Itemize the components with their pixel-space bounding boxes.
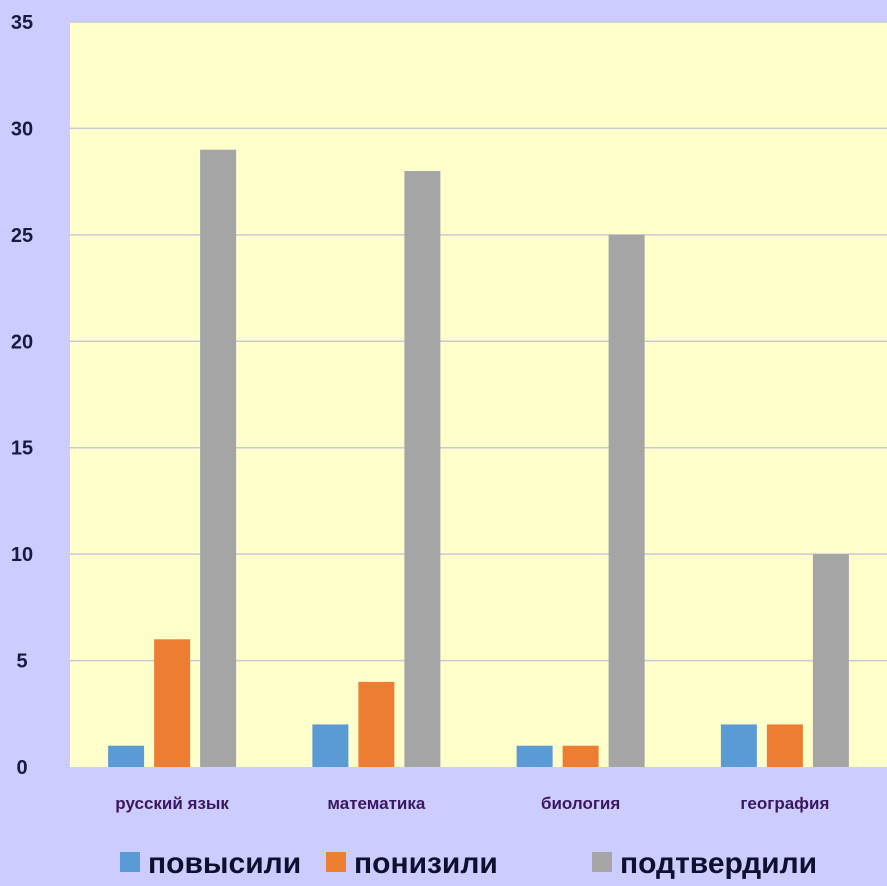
bar-повысили-русский-язык xyxy=(108,745,145,767)
x-category-label: география xyxy=(740,794,829,813)
legend-label: подтвердили xyxy=(620,847,817,880)
bar-повысили-биология xyxy=(516,745,553,767)
y-tick-label: 15 xyxy=(11,438,33,460)
bar-повысили-география xyxy=(720,724,757,767)
bar-подтвердили-биология xyxy=(608,234,645,767)
bar-подтвердили-география xyxy=(812,554,849,767)
plot-area xyxy=(70,22,887,767)
bar-понизили-биология xyxy=(562,745,599,767)
legend-swatch xyxy=(592,852,612,872)
y-tick-label: 20 xyxy=(11,331,33,353)
legend-swatch xyxy=(120,852,140,872)
y-axis-ticks: 0 5 10 15 20 25 30 35 xyxy=(11,12,33,779)
bar-повысили-математика xyxy=(312,724,349,767)
bar-подтвердили-математика xyxy=(404,171,441,767)
legend-label: повысили xyxy=(148,847,301,880)
y-tick-label: 5 xyxy=(16,651,27,673)
legend-label: понизили xyxy=(354,847,498,880)
y-tick-label: 0 xyxy=(16,757,27,779)
legend-swatch xyxy=(326,852,346,872)
x-category-label: математика xyxy=(327,794,425,813)
bar-понизили-русский-язык xyxy=(154,639,191,767)
y-tick-label: 30 xyxy=(11,118,33,140)
bars xyxy=(108,149,849,767)
x-category-label: русский язык xyxy=(115,794,229,813)
bar-понизили-география xyxy=(766,724,803,767)
x-category-label: биология xyxy=(541,794,620,813)
y-tick-label: 10 xyxy=(11,544,33,566)
bar-подтвердили-русский-язык xyxy=(200,149,237,767)
y-tick-label: 25 xyxy=(11,225,33,247)
bar-понизили-математика xyxy=(358,681,395,767)
x-axis-categories: русский язык математика биология география xyxy=(115,794,829,813)
y-tick-label: 35 xyxy=(11,12,33,34)
legend: повысили понизили подтвердили xyxy=(120,847,817,880)
